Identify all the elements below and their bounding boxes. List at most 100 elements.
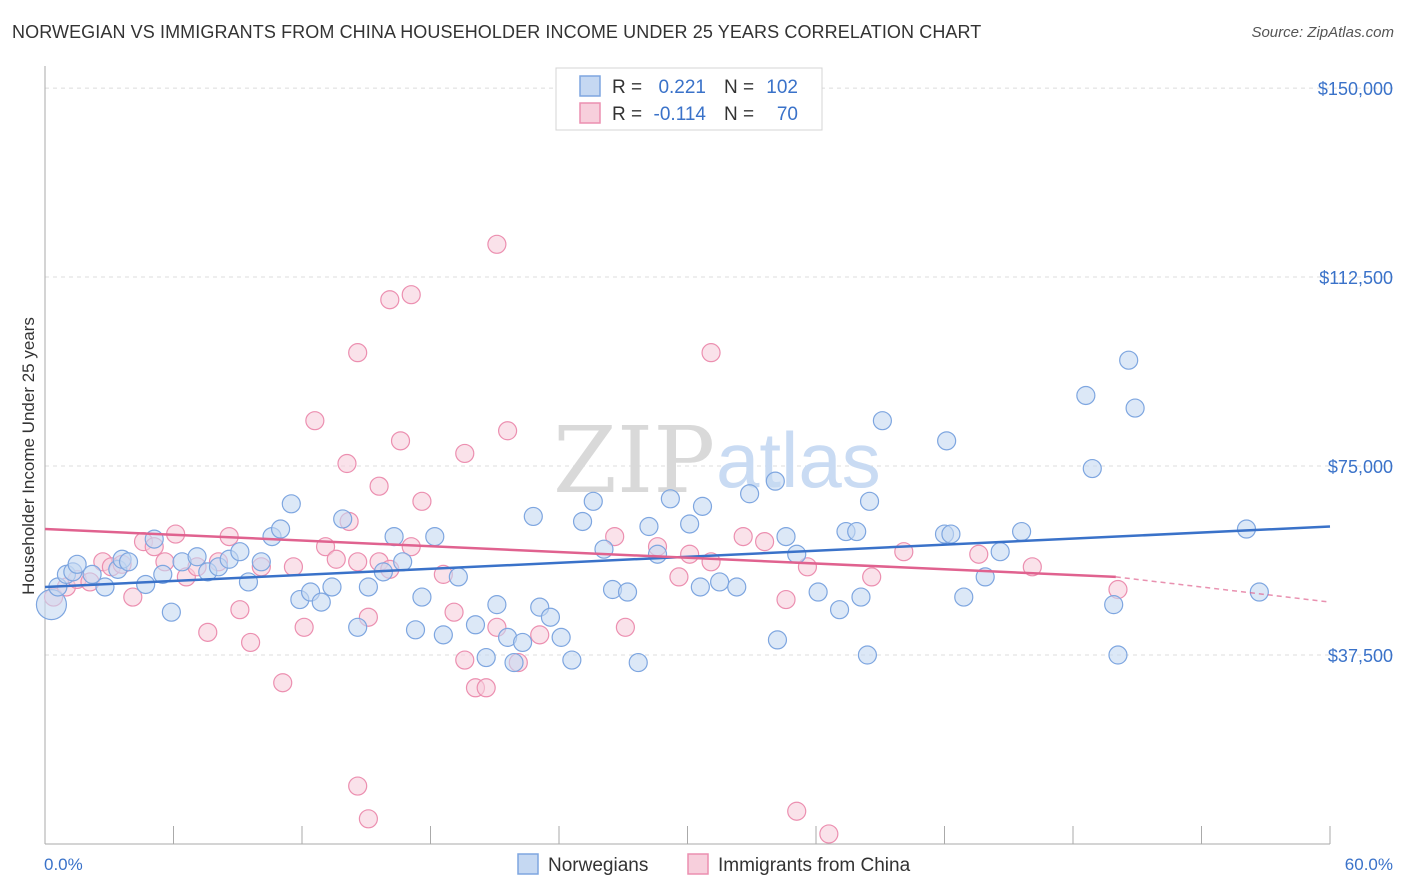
point-norwegians [680, 514, 700, 534]
legend-n-label: N = [724, 104, 754, 125]
x-tick-labels: 0.0% 60.0% [44, 855, 1393, 874]
point-norwegians [872, 411, 892, 431]
point-immigrants-from-china [969, 544, 989, 564]
point-immigrants-from-china [348, 552, 368, 572]
point-norwegians [660, 489, 680, 509]
point-immigrants-from-china [348, 776, 368, 796]
legend-n-value: 102 [766, 77, 798, 98]
y-tick-label: $112,500 [1319, 268, 1393, 288]
point-immigrants-from-china [776, 589, 796, 610]
point-norwegians [358, 577, 378, 597]
point-immigrants-from-china [198, 622, 218, 642]
series-immigrants-from-china [43, 234, 1128, 844]
point-immigrants-from-china [241, 632, 261, 653]
point-norwegians [425, 526, 445, 547]
point-norwegians [512, 632, 533, 653]
point-immigrants-from-china [283, 557, 304, 577]
point-norwegians [647, 544, 668, 564]
point-norwegians [847, 521, 867, 542]
point-immigrants-from-china [701, 552, 721, 572]
point-norwegians [859, 491, 880, 511]
point-immigrants-from-china [369, 476, 389, 496]
trend-line-immigrants-from-china [44, 527, 1116, 579]
point-norwegians [504, 652, 524, 673]
point-norwegians [572, 511, 593, 532]
point-norwegians [281, 494, 301, 514]
point-immigrants-from-china [348, 343, 368, 363]
legend-n-label: N = [724, 77, 754, 98]
chart-title: NORWEGIAN VS IMMIGRANTS FROM CHINA HOUSE… [12, 22, 982, 42]
legend-swatch-immigrants-from-china [687, 853, 709, 875]
point-norwegians [251, 552, 271, 572]
point-norwegians [1011, 521, 1032, 542]
point-immigrants-from-china [358, 809, 378, 829]
grid-lines [45, 87, 1393, 656]
series-legend: Norwegians Immigrants from China [517, 853, 911, 876]
point-immigrants-from-china [1022, 557, 1042, 577]
point-norwegians [238, 572, 259, 592]
axes [44, 66, 1331, 845]
point-norwegians [1108, 645, 1128, 665]
point-norwegians [941, 524, 961, 544]
point-immigrants-from-china [498, 421, 518, 441]
point-norwegians [465, 615, 486, 635]
point-norwegians [639, 516, 659, 537]
legend-r-value: -0.114 [654, 104, 707, 125]
point-immigrants-from-china [455, 650, 475, 670]
trend-line-extension-immigrants-from-china [1115, 576, 1331, 603]
point-immigrants-from-china [444, 602, 464, 622]
point-norwegians [1249, 582, 1269, 602]
point-norwegians [562, 650, 582, 670]
legend-swatch-pink [579, 102, 601, 124]
legend-r-label: R = [612, 77, 642, 98]
point-norwegians [808, 582, 828, 602]
point-norwegians [230, 542, 250, 562]
point-immigrants-from-china [326, 549, 346, 569]
point-immigrants-from-china [530, 625, 550, 645]
point-norwegians [82, 564, 102, 584]
point-norwegians [187, 547, 207, 567]
point-norwegians [311, 592, 331, 612]
stats-legend: R = 0.221 N = 102 R = -0.114 N = 70 [555, 67, 823, 131]
point-norwegians [1076, 385, 1096, 406]
point-immigrants-from-china [754, 532, 775, 552]
point-norwegians [405, 620, 426, 640]
point-immigrants-from-china [487, 234, 507, 254]
point-norwegians [322, 577, 342, 597]
point-norwegians [433, 625, 453, 645]
point-norwegians [857, 645, 878, 665]
point-immigrants-from-china [412, 491, 432, 511]
y-tick-label: $150,000 [1318, 79, 1393, 99]
point-immigrants-from-china [862, 567, 882, 587]
point-norwegians [851, 587, 871, 607]
point-immigrants-from-china [605, 526, 625, 547]
point-norwegians [476, 647, 496, 668]
point-norwegians [954, 587, 974, 607]
legend-swatch-norwegians [517, 853, 539, 875]
point-norwegians [787, 544, 807, 564]
point-norwegians [95, 577, 115, 597]
point-norwegians [161, 602, 181, 622]
legend-label-norwegians: Norwegians [548, 855, 648, 876]
point-norwegians [540, 607, 561, 627]
point-norwegians [937, 431, 957, 451]
point-immigrants-from-china [615, 617, 635, 637]
point-immigrants-from-china [294, 617, 314, 637]
point-immigrants-from-china [733, 526, 753, 547]
point-immigrants-from-china [476, 678, 496, 698]
y-tick-labels: $37,500 $75,000 $112,500 $150,000 [1318, 79, 1393, 666]
point-norwegians [551, 627, 571, 647]
point-norwegians [448, 567, 468, 587]
point-norwegians [412, 587, 432, 607]
point-immigrants-from-china [390, 431, 411, 451]
trend-lines [44, 525, 1331, 603]
point-immigrants-from-china [669, 567, 689, 587]
point-norwegians [990, 542, 1010, 562]
point-norwegians [710, 572, 730, 592]
point-norwegians [727, 577, 747, 597]
y-tick-label: $75,000 [1328, 457, 1393, 477]
point-norwegians [628, 652, 648, 673]
point-norwegians [776, 526, 796, 547]
point-norwegians [1104, 595, 1124, 615]
point-immigrants-from-china [337, 453, 357, 474]
